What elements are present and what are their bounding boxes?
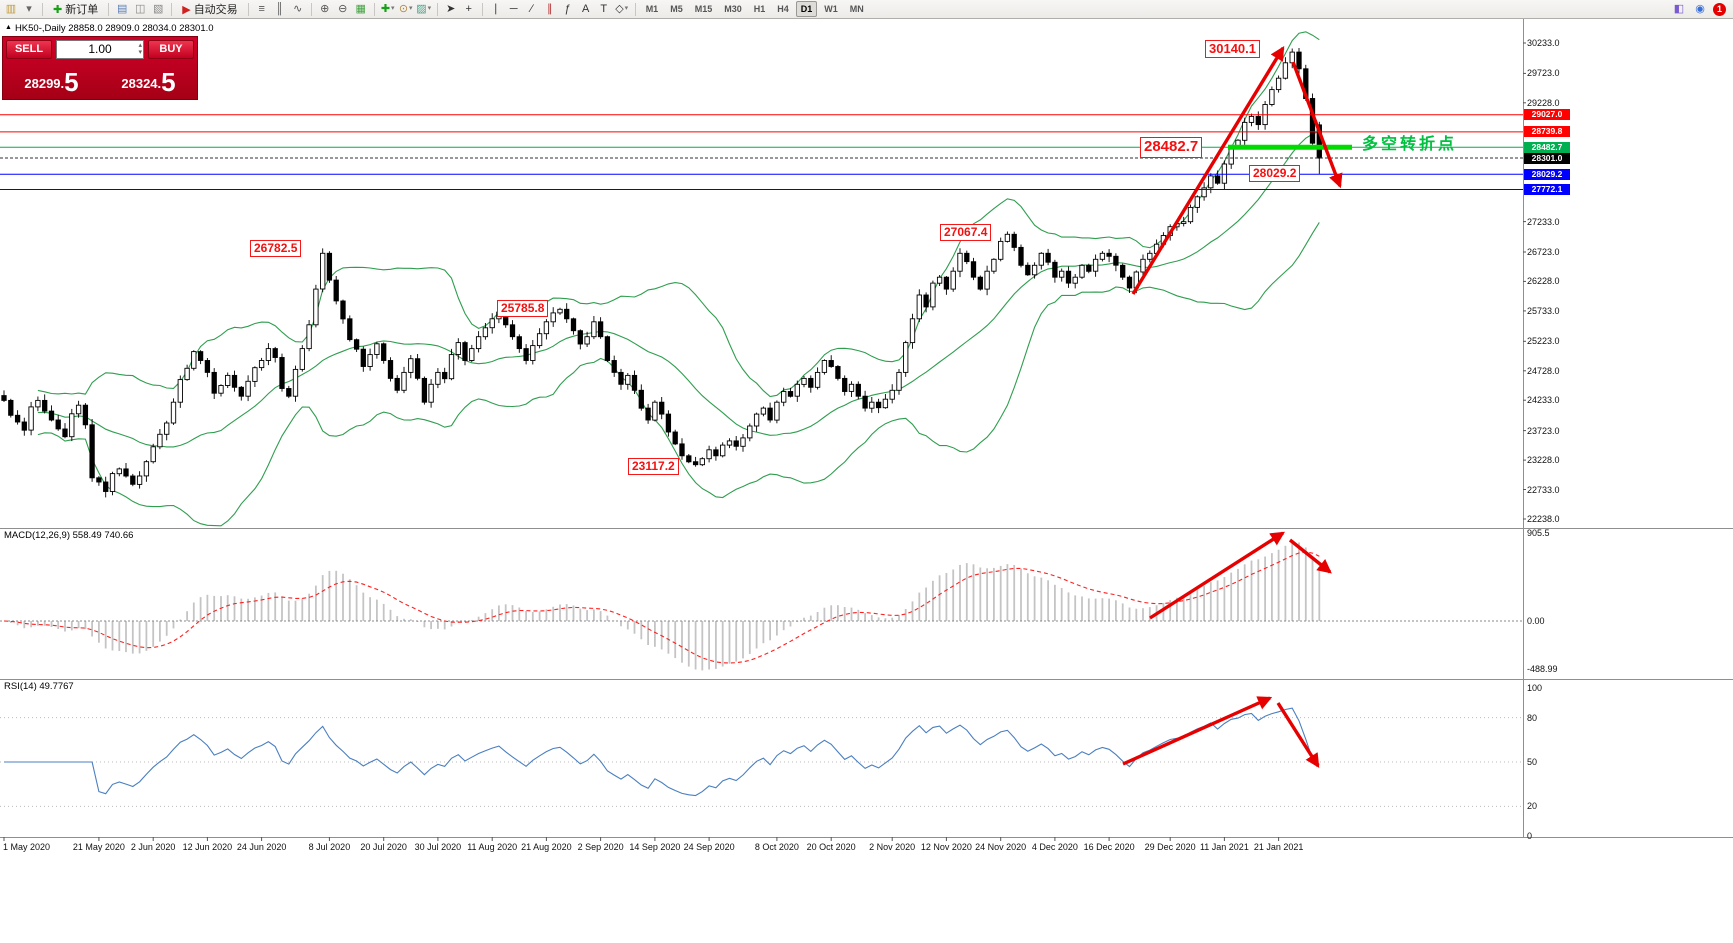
templates-icon[interactable]: ▨ ▾ [416,3,432,15]
toolbar-separator [481,2,483,16]
zoom-out-icon[interactable]: ⊖ [338,3,348,15]
toolbar-separator [310,2,312,16]
toolbar-separator [634,2,636,16]
dropdown-arrow-icon[interactable]: ▾ [624,5,629,12]
buy-price-int: 28324. [121,76,162,91]
trend-arrow-rsi[interactable] [1122,696,1273,766]
timeframe-d1[interactable]: D1 [795,1,818,17]
periods-icon[interactable]: ⊙ ▾ [398,3,413,15]
toolbar-right-group: ◧ ◉ 1 [1671,1,1730,17]
trend-arrow-rsi[interactable] [1276,702,1320,769]
timeframe-m15[interactable]: M15 [694,4,713,14]
timeframe-h4[interactable]: H4 [777,4,789,14]
indicators-icon[interactable]: ✚ ▾ [380,3,395,15]
macd-signal-line [3,551,1320,664]
toolbar-separator [171,2,173,16]
trend-arrow-macd[interactable] [1149,531,1286,620]
timeframe-w1[interactable]: W1 [824,4,838,14]
macd-label: MACD(12,26,9) 558.49 740.66 [4,530,134,541]
new-order-button[interactable]: ✚ 新订单 [48,1,103,17]
line-chart-icon[interactable]: ∿ [293,3,303,15]
bollinger-bands [37,31,1320,527]
trend-arrow-main[interactable] [1131,45,1285,295]
candlestick-series [1,48,1322,498]
fibonacci-icon[interactable]: ƒ [564,3,571,15]
grid-icon[interactable]: ▦ [355,3,366,15]
shapes-icon[interactable]: ◇ ▾ [615,3,629,15]
toolbar: ▥ ▾ ✚ 新订单 ▤ ◫ ▧ ▶ 自动交易 ≡ ║ ∿ ⊕ ⊖ ▦ ✚ ▾ ⊙ ▾ ▨ ▾ ➤ + ∣ ─ ∕ ∥ ƒ A T ◇ ▾ M1 M… [0,0,1733,19]
rsi-label: RSI(14) 49.7767 [4,681,74,692]
zoom-in-icon[interactable]: ⊕ [320,3,330,15]
timeframe-h1[interactable]: H1 [753,4,766,14]
new-order-button-label: 新订单 [65,4,99,16]
rsi-line [4,707,1320,797]
autotrade-button-icon: ▶ [182,3,191,16]
sell-price-int: 28299. [24,76,65,91]
turning-point-annotation: 多空转折点 [1362,136,1458,153]
channel-icon[interactable]: ∥ [546,3,553,15]
toolbar-separator [436,2,438,16]
spin-down-icon[interactable]: ▾ [138,49,142,56]
crosshair-icon[interactable]: + [465,3,472,15]
buy-price-pip: 5 [161,66,176,97]
market-watch-icon[interactable]: ▤ [117,3,128,15]
toolbar-separator [108,2,110,16]
dropdown-arrow-icon[interactable]: ▾ [427,5,432,12]
symbol-ohlc-text: HK50-,Daily 28858.0 28909.0 28034.0 2830… [14,23,214,34]
macd-histogram [9,542,1321,671]
trend-arrow-macd[interactable] [1288,538,1332,574]
sell-price-pip: 5 [64,66,79,97]
toolbar-separator [247,2,249,16]
autotrade-button-label: 自动交易 [193,4,238,16]
volume-input[interactable]: 1.00 ▴ ▾ [56,39,144,59]
vertical-line-icon[interactable]: ∣ [492,3,499,15]
candle-chart-icon[interactable]: ║ [275,3,284,15]
cursor-icon[interactable]: ➤ [446,3,456,15]
label-icon[interactable]: T [600,3,608,15]
spin-up-icon[interactable]: ▴ [138,42,142,49]
timeframe-m30[interactable]: M30 [724,4,742,14]
one-click-trading-panel: SELL 1.00 ▴ ▾ BUY 28299. 5 28324. 5 [2,36,198,100]
notifications-badge[interactable]: 1 [1713,2,1726,16]
new-order-button-icon: ✚ [53,3,63,16]
horizontal-line-icon[interactable]: ─ [509,3,518,15]
symbol-header: ▲ HK50-,Daily 28858.0 28909.0 28034.0 283… [5,23,214,34]
sell-button[interactable]: SELL [6,39,52,59]
sell-price[interactable]: 28299. 5 [3,61,100,97]
volume-spinner[interactable]: ▴ ▾ [138,41,142,58]
trendline-icon[interactable]: ∕ [530,3,533,15]
text-icon[interactable]: A [582,3,590,15]
navigator-icon[interactable]: ▧ [153,3,164,15]
profiles-icon[interactable]: ▾ [26,3,32,15]
toolbar-separator [373,2,375,16]
trend-arrow-main[interactable] [1291,61,1343,189]
timeframe-mn[interactable]: MN [849,4,864,14]
autotrade-button[interactable]: ▶ 自动交易 [177,1,242,17]
dropdown-arrow-icon[interactable]: ▾ [409,5,413,12]
buy-price[interactable]: 28324. 5 [100,61,197,97]
timeframe-m5[interactable]: M5 [670,4,683,14]
new-chart-icon[interactable]: ▥ [5,3,17,15]
data-window-icon[interactable]: ◫ [135,3,146,15]
buy-button[interactable]: BUY [148,39,194,59]
collapse-icon[interactable]: ▲ [5,24,12,31]
timeframe-m1[interactable]: M1 [645,4,659,14]
dropdown-arrow-icon[interactable]: ▾ [391,5,395,12]
volume-value: 1.00 [88,42,112,56]
community-icon[interactable]: ◉ [1695,3,1705,15]
toolbar-separator [42,2,43,16]
depth-of-market-icon[interactable]: ◧ [1673,3,1685,15]
bar-chart-icon[interactable]: ≡ [258,3,265,15]
